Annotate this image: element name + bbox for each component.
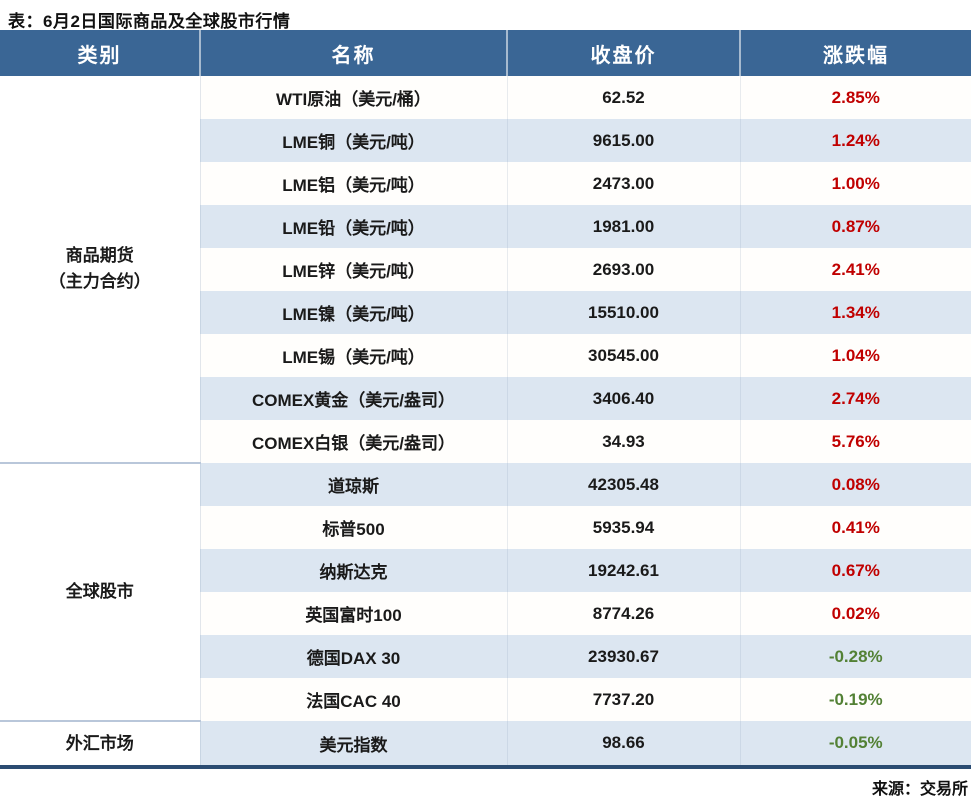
close-price: 5935.94 xyxy=(507,506,741,549)
change-percent: 2.85% xyxy=(740,76,971,119)
close-price: 62.52 xyxy=(507,76,741,119)
table-row: LME铜（美元/吨） 9615.00 1.24% xyxy=(0,119,971,162)
close-price: 34.93 xyxy=(507,420,741,463)
change-percent: 0.08% xyxy=(740,463,971,506)
instrument-name: LME铝（美元/吨） xyxy=(200,162,508,205)
change-percent: 1.04% xyxy=(740,334,971,377)
category-label: 全球股市 xyxy=(65,582,134,601)
change-percent: 0.02% xyxy=(740,592,971,635)
instrument-name: COMEX白银（美元/盎司） xyxy=(200,420,508,463)
instrument-name: 德国DAX 30 xyxy=(200,635,508,678)
change-percent: 0.87% xyxy=(740,205,971,248)
header-cell-name: 名称 xyxy=(200,30,508,76)
instrument-name: 纳斯达克 xyxy=(200,549,508,592)
instrument-name: LME铜（美元/吨） xyxy=(200,119,508,162)
table-row: 外汇市场 美元指数 98.66 -0.05% xyxy=(0,721,971,765)
change-percent: 1.34% xyxy=(740,291,971,334)
change-percent: -0.05% xyxy=(740,721,971,765)
header-cell-category: 类别 xyxy=(0,30,201,76)
change-percent: 0.41% xyxy=(740,506,971,549)
instrument-name: LME镍（美元/吨） xyxy=(200,291,508,334)
table-row: 纳斯达克 19242.61 0.67% xyxy=(0,549,971,592)
instrument-name: LME锡（美元/吨） xyxy=(200,334,508,377)
instrument-name: LME铅（美元/吨） xyxy=(200,205,508,248)
table-row: LME铝（美元/吨） 2473.00 1.00% xyxy=(0,162,971,205)
change-percent: 1.24% xyxy=(740,119,971,162)
close-price: 3406.40 xyxy=(507,377,741,420)
header-cell-change: 涨跌幅 xyxy=(740,30,971,76)
close-price: 2473.00 xyxy=(507,162,741,205)
table-row: LME铅（美元/吨） 1981.00 0.87% xyxy=(0,205,971,248)
category-cell-forex: 外汇市场 xyxy=(0,721,201,765)
category-cell-global-stocks: 全球股市 xyxy=(0,463,201,722)
table-row: 商品期货 （主力合约） WTI原油（美元/桶） 62.52 2.85% xyxy=(0,76,971,464)
close-price: 15510.00 xyxy=(507,291,741,334)
table-bottom-rule xyxy=(0,765,971,769)
close-price: 8774.26 xyxy=(507,592,741,635)
category-cell-commodities: 商品期货 （主力合约） xyxy=(0,76,201,464)
close-price: 30545.00 xyxy=(507,334,741,377)
instrument-name: 英国富时100 xyxy=(200,592,508,635)
close-price: 1981.00 xyxy=(507,205,741,248)
page-title: 表：6月2日国际商品及全球股市行情 xyxy=(8,12,291,31)
table-row: LME镍（美元/吨） 15510.00 1.34% xyxy=(0,291,971,334)
change-percent: 0.67% xyxy=(740,549,971,592)
instrument-name: COMEX黄金（美元/盎司） xyxy=(200,377,508,420)
instrument-name: 标普500 xyxy=(200,506,508,549)
instrument-name: 法国CAC 40 xyxy=(200,678,508,721)
close-price: 42305.48 xyxy=(507,463,741,506)
table-row: COMEX黄金（美元/盎司） 3406.40 2.74% xyxy=(0,377,971,420)
category-label: （主力合约） xyxy=(48,272,151,291)
table-row: 全球股市 道琼斯 42305.48 0.08% xyxy=(0,463,971,722)
instrument-name: WTI原油（美元/桶） xyxy=(200,76,508,119)
category-label: 外汇市场 xyxy=(65,733,134,753)
table-row: 标普500 5935.94 0.41% xyxy=(0,506,971,549)
close-price: 7737.20 xyxy=(507,678,741,721)
header-cell-close: 收盘价 xyxy=(507,30,741,76)
change-percent: -0.28% xyxy=(740,635,971,678)
change-percent: 2.74% xyxy=(740,377,971,420)
instrument-name: 道琼斯 xyxy=(200,463,508,506)
market-quotes-table: 类别 名称 收盘价 涨跌幅 商品期货 （主力合约） WTI原油（美元/桶） 62… xyxy=(0,30,971,765)
table-row: 英国富时100 8774.26 0.02% xyxy=(0,592,971,635)
source-credit: 来源：交易所 xyxy=(871,781,968,798)
instrument-name: 美元指数 xyxy=(200,721,508,765)
change-percent: -0.19% xyxy=(740,678,971,721)
table-row: LME锌（美元/吨） 2693.00 2.41% xyxy=(0,248,971,291)
table-header-row: 类别 名称 收盘价 涨跌幅 xyxy=(0,30,971,76)
change-percent: 2.41% xyxy=(740,248,971,291)
category-label: 商品期货 xyxy=(65,246,134,265)
table-row: 德国DAX 30 23930.67 -0.28% xyxy=(0,635,971,678)
close-price: 98.66 xyxy=(507,721,741,765)
table-row: LME锡（美元/吨） 30545.00 1.04% xyxy=(0,334,971,377)
table-row: COMEX白银（美元/盎司） 34.93 5.76% xyxy=(0,420,971,463)
instrument-name: LME锌（美元/吨） xyxy=(200,248,508,291)
change-percent: 5.76% xyxy=(740,420,971,463)
close-price: 23930.67 xyxy=(507,635,741,678)
table-row: 法国CAC 40 7737.20 -0.19% xyxy=(0,678,971,721)
close-price: 2693.00 xyxy=(507,248,741,291)
close-price: 9615.00 xyxy=(507,119,741,162)
change-percent: 1.00% xyxy=(740,162,971,205)
close-price: 19242.61 xyxy=(507,549,741,592)
